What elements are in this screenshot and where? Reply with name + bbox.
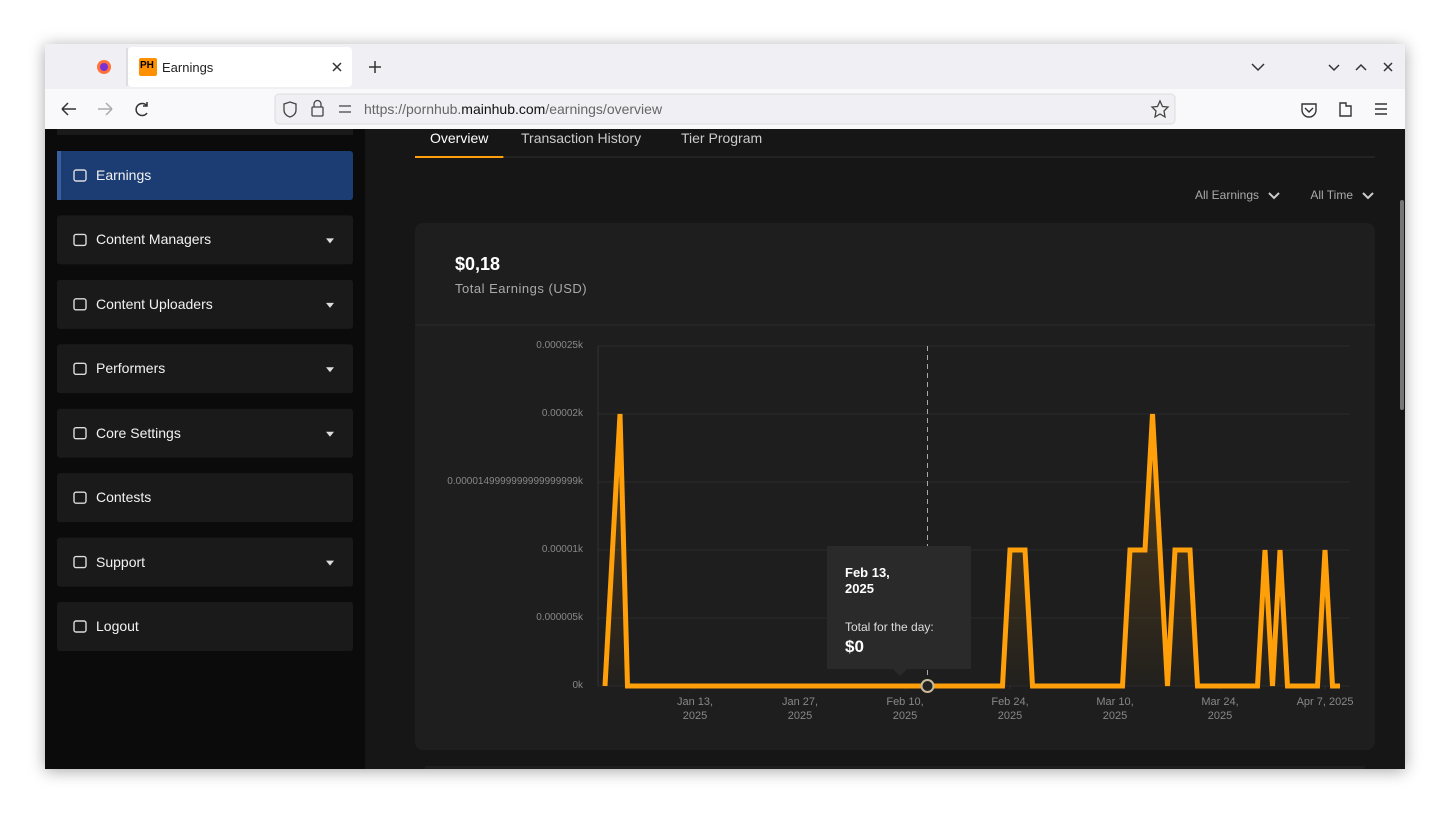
- active-indicator: [57, 151, 61, 200]
- tab-close[interactable]: [332, 62, 342, 72]
- tab-list[interactable]: [1251, 63, 1265, 72]
- permissions-icon[interactable]: [339, 105, 351, 113]
- tooltip-pointer: [893, 669, 907, 676]
- favicon: [139, 58, 157, 76]
- sidebar-item[interactable]: [57, 473, 353, 523]
- tooltip-title: Feb 13, 2025: [845, 565, 890, 596]
- tooltip: [827, 546, 971, 669]
- total-label: Total Earnings (USD): [455, 281, 588, 296]
- x-tick-label: Jan 13, 2025: [676, 696, 714, 722]
- y-tick-label: 0k: [572, 680, 583, 691]
- sidebar-label[interactable]: Core Settings: [96, 424, 181, 441]
- x-tick-label: Mar 24, 2025: [1201, 696, 1239, 722]
- sidebar-icon: [73, 620, 87, 633]
- x-tick-label: Apr 7, 2025: [1296, 696, 1354, 708]
- sidebar-item[interactable]: [57, 537, 353, 587]
- page-tab[interactable]: Overview: [430, 130, 489, 146]
- sidebar-label[interactable]: Support: [96, 553, 146, 570]
- url-prefix: https://pornhub.: [364, 101, 462, 117]
- shield-icon[interactable]: [283, 101, 297, 118]
- next-card-edge: [425, 766, 1365, 769]
- sidebar-item[interactable]: [57, 602, 353, 652]
- y-tick-label: 0.0000149999999999999999k: [447, 476, 583, 487]
- sidebar-item[interactable]: [57, 215, 353, 265]
- bookmark-star[interactable]: [1150, 99, 1170, 119]
- y-tick-label: 0.00002k: [541, 408, 583, 419]
- filter-chevron[interactable]: [1362, 192, 1374, 200]
- x-tick-label: Feb 10, 2025: [886, 696, 924, 722]
- filter-dropdown[interactable]: All Earnings: [1194, 188, 1259, 202]
- url[interactable]: https://pornhub.mainhub.com/earnings/ove…: [364, 102, 662, 116]
- filter-chevron[interactable]: [1268, 192, 1280, 200]
- scrollbar: [1400, 200, 1404, 410]
- sidebar-icon: [73, 555, 87, 569]
- x-tick-label: Feb 24, 2025: [991, 696, 1029, 722]
- new-tab[interactable]: [369, 61, 381, 73]
- x-tick-label: Jan 27, 2025: [781, 696, 819, 722]
- url-path: /earnings/overview: [545, 101, 663, 117]
- sidebar-label[interactable]: Performers: [96, 360, 166, 377]
- pocket-icon[interactable]: [1301, 103, 1317, 118]
- sidebar-icon: [73, 362, 87, 375]
- sidebar-item[interactable]: [57, 408, 353, 458]
- filter-dropdown[interactable]: All Time: [1310, 188, 1353, 202]
- favicon-text: PH: [140, 60, 154, 71]
- active-tab[interactable]: [128, 47, 352, 87]
- sidebar-label[interactable]: Logout: [96, 618, 139, 634]
- firefox-icon-inner: [100, 63, 108, 71]
- extensions-icon[interactable]: [1339, 102, 1352, 117]
- sidebar-icon: [73, 491, 87, 504]
- x-tick-label: Mar 10, 2025: [1096, 696, 1134, 722]
- sidebar-icon: [73, 169, 87, 182]
- dropdown-caret: [326, 431, 334, 437]
- y-tick-label: 0.000005k: [536, 612, 583, 623]
- y-tick-label: 0.00001k: [541, 544, 583, 555]
- active-tab-underline: [415, 156, 504, 158]
- sidebar-label[interactable]: Contests: [96, 489, 152, 506]
- tab-title: Earnings: [162, 60, 214, 75]
- sidebar-icon: [73, 427, 87, 440]
- hover-point: [920, 679, 935, 693]
- line: [602, 413, 1340, 689]
- lock-icon[interactable]: [311, 106, 324, 117]
- url-domain: mainhub.com: [461, 101, 546, 117]
- sidebar-icon: [73, 298, 87, 311]
- url-bar[interactable]: [274, 93, 1176, 125]
- dropdown-caret: [326, 238, 334, 244]
- sidebar-label[interactable]: Content Managers: [96, 231, 212, 248]
- page-tab[interactable]: Tier Program: [681, 130, 763, 146]
- sidebar-label[interactable]: Earnings: [96, 167, 152, 183]
- close-window[interactable]: [1383, 62, 1393, 72]
- page-tab[interactable]: Transaction History: [521, 130, 642, 146]
- forward[interactable]: [98, 102, 113, 116]
- total-value: $0,18: [455, 254, 501, 274]
- sidebar-item[interactable]: [57, 279, 353, 329]
- y-tick-label: 0.000025k: [536, 340, 583, 351]
- dropdown-caret: [326, 302, 334, 308]
- tooltip-label: Total for the day:: [845, 620, 934, 634]
- lock-shackle: [313, 99, 322, 107]
- sidebar-label[interactable]: Content Uploaders: [96, 295, 213, 312]
- tooltip-value: $0: [845, 637, 864, 656]
- minimize[interactable]: [1328, 64, 1340, 72]
- sidebar-item[interactable]: [57, 151, 353, 200]
- menu[interactable]: [1375, 103, 1387, 115]
- sidebar-icon: [73, 233, 87, 247]
- dropdown-caret: [326, 367, 334, 373]
- back[interactable]: [61, 102, 76, 116]
- maximize[interactable]: [1355, 63, 1367, 71]
- reload[interactable]: [135, 102, 148, 117]
- dropdown-caret: [326, 560, 334, 566]
- sidebar-item[interactable]: [57, 344, 353, 394]
- sidebar-item-partial: [57, 129, 353, 135]
